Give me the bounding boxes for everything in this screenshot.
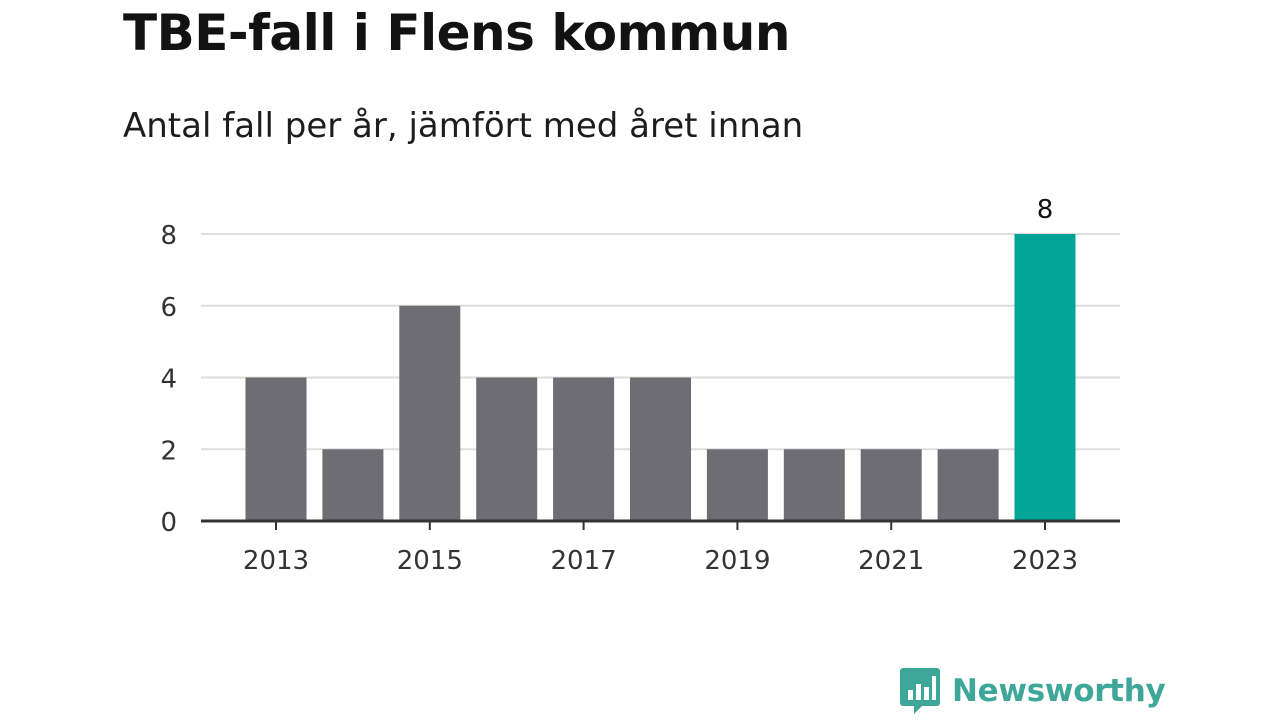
y-tick-label: 6 [160, 293, 177, 323]
x-tick-label: 2021 [858, 546, 924, 576]
y-tick-label: 8 [160, 221, 177, 251]
x-tick-label: 2017 [551, 546, 617, 576]
axes [201, 519, 1120, 530]
bar-chart-speech-bubble-icon [900, 668, 940, 714]
bar [399, 305, 461, 521]
bar [322, 449, 384, 521]
x-tick-label: 2015 [397, 546, 463, 576]
bar [783, 449, 845, 521]
bar [245, 377, 307, 521]
x-tick-label: 2019 [704, 546, 770, 576]
x-tick-label: 2023 [1012, 546, 1078, 576]
bar [706, 449, 768, 521]
y-tick-label: 0 [160, 508, 177, 538]
bar [630, 377, 691, 521]
y-tick-label: 2 [160, 436, 177, 466]
chart-title: TBE-fall i Flens kommun [123, 4, 790, 62]
brand-logo: Newsworthy [900, 668, 1166, 714]
data-label: 8 [1037, 195, 1054, 225]
bar [553, 377, 615, 521]
chart-subtitle: Antal fall per år, jämfört med året inna… [123, 106, 804, 146]
bar [1014, 234, 1076, 521]
brand-name: Newsworthy [952, 673, 1166, 709]
bar [937, 449, 999, 521]
labels: 0 2 4 6 8 2013 2015 2017 2019 2021 2023 8 [160, 195, 1078, 576]
y-tick-label: 4 [160, 365, 177, 395]
bar [860, 449, 922, 521]
bar [476, 377, 538, 521]
x-tick-label: 2013 [243, 546, 309, 576]
bars [245, 234, 1076, 521]
